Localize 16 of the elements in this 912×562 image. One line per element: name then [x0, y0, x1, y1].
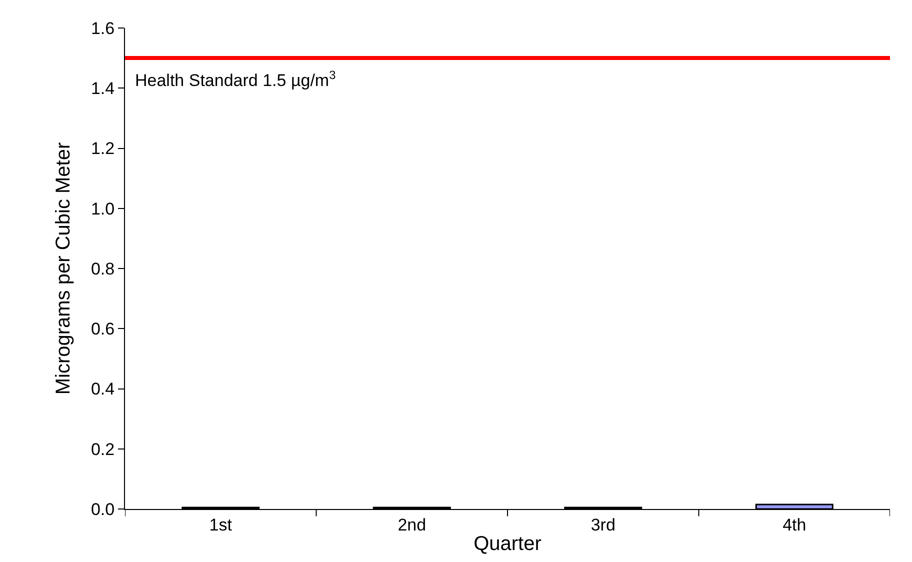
x-tick-label: 3rd [590, 515, 616, 534]
y-tick-label: 0.4 [90, 380, 115, 399]
ref-line-label: Health Standard 1.5 µg/m$^{3}$ [135, 68, 336, 90]
y-tick-label: 1.0 [90, 199, 115, 218]
x-tick-label: 4th [782, 515, 806, 534]
x-tick-label: 1st [209, 515, 232, 534]
y-tick-label: 1.2 [90, 139, 115, 158]
y-tick-label: 0.8 [90, 259, 115, 278]
y-axis-title: Micrograms per Cubic Meter [52, 142, 74, 395]
y-tick-label: 0.2 [90, 440, 115, 459]
x-axis-title: Quarter [474, 532, 542, 555]
y-tick-label: 1.6 [90, 18, 115, 38]
y-tick-label: 0.6 [90, 320, 115, 339]
y-tick-label: 1.4 [90, 79, 115, 98]
x-tick-label: 2nd [398, 515, 426, 534]
y-tick-label: 0.0 [90, 500, 115, 519]
